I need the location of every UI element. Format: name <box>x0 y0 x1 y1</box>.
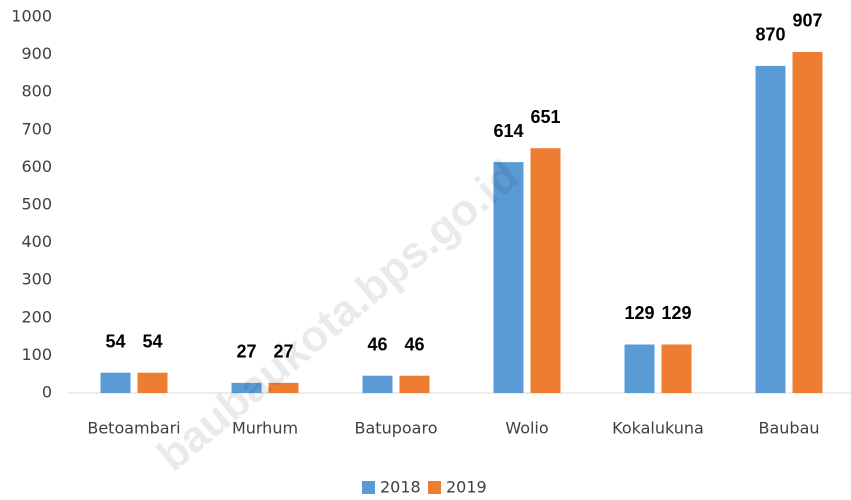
y-tick-label: 100 <box>21 345 52 364</box>
legend-label: 2018 <box>380 478 421 497</box>
value-label: 651 <box>530 107 560 127</box>
x-tick-label: Baubau <box>758 419 819 438</box>
bar <box>661 344 692 393</box>
x-tick-label: Wolio <box>505 419 548 438</box>
x-tick-label: Betoambari <box>87 419 180 438</box>
bar <box>137 372 168 393</box>
y-tick-label: 200 <box>21 307 52 326</box>
bar <box>268 382 299 393</box>
value-label: 54 <box>142 331 162 351</box>
y-tick-label: 700 <box>21 119 52 138</box>
y-tick-label: 1000 <box>11 7 52 26</box>
legend-label: 2019 <box>446 478 487 497</box>
bar <box>100 372 131 393</box>
y-tick-label: 400 <box>21 232 52 251</box>
x-tick-label: Batupoaro <box>355 419 438 438</box>
bar <box>792 51 823 394</box>
value-label: 27 <box>236 342 256 362</box>
bar <box>362 375 393 393</box>
y-tick-label: 300 <box>21 270 52 289</box>
bar <box>493 162 524 393</box>
legend-swatch <box>428 481 441 494</box>
value-label: 46 <box>404 334 424 354</box>
y-tick-label: 800 <box>21 82 52 101</box>
y-tick-label: 900 <box>21 44 52 63</box>
value-label: 129 <box>661 303 691 323</box>
y-tick-label: 500 <box>21 195 52 214</box>
y-tick-label: 600 <box>21 157 52 176</box>
x-tick-label: Kokalukuna <box>612 419 704 438</box>
bar <box>755 65 786 393</box>
legend-swatch <box>362 481 375 494</box>
value-label: 46 <box>367 334 387 354</box>
watermark: baubaukota.bps.go.id <box>148 151 528 481</box>
x-tick-label: Murhum <box>232 419 298 438</box>
value-label: 54 <box>105 331 125 351</box>
value-label: 27 <box>273 342 293 362</box>
bar <box>231 382 262 393</box>
value-label: 614 <box>493 121 523 141</box>
y-tick-label: 0 <box>42 383 52 402</box>
bar <box>624 344 655 393</box>
value-label: 907 <box>792 11 822 31</box>
value-label: 129 <box>624 303 654 323</box>
value-label: 870 <box>755 25 785 45</box>
bar <box>530 148 561 393</box>
bar <box>399 375 430 393</box>
